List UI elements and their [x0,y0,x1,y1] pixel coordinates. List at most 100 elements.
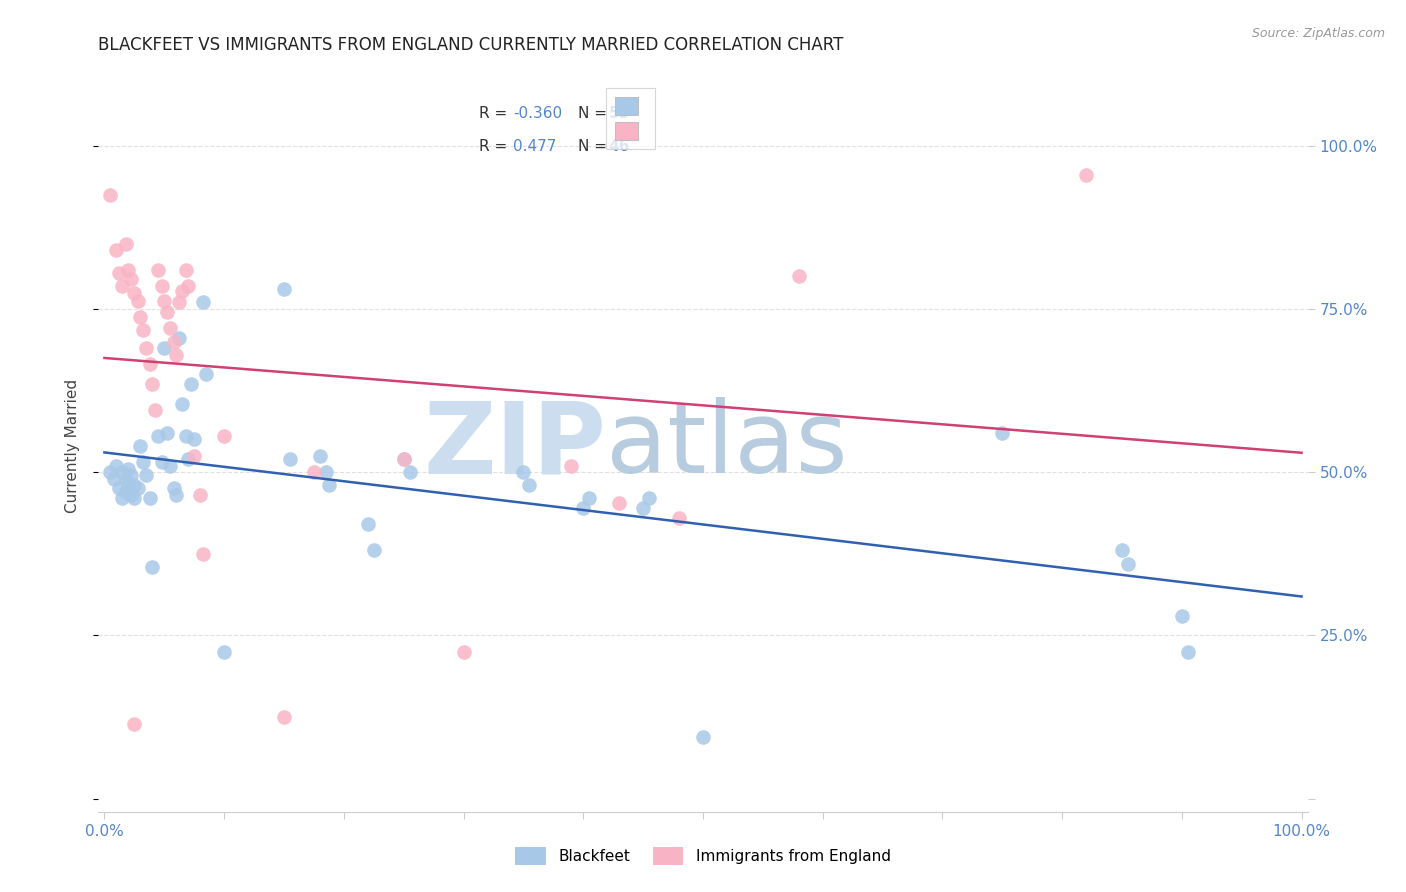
Point [143,403,166,417]
Point [163,334,186,349]
Point [302,465,325,479]
Point [107,482,129,496]
Point [127,482,149,496]
Point [212,429,235,443]
Point [150,279,173,293]
Point [1171,608,1194,623]
Point [172,396,194,410]
Point [100,465,122,479]
Point [117,478,139,492]
Point [174,262,197,277]
Point [159,321,181,335]
Point [177,452,200,467]
Point [120,272,142,286]
Text: 53: 53 [609,105,630,120]
Text: BLACKFEET VS IMMIGRANTS FROM ENGLAND CURRENTLY MARRIED CORRELATION CHART: BLACKFEET VS IMMIGRANTS FROM ENGLAND CUR… [98,36,844,54]
Point [692,730,714,744]
Point [124,285,146,300]
Point [135,341,157,355]
Point [117,262,139,277]
Point [165,347,187,362]
Point [100,187,122,202]
Text: R =: R = [479,105,512,120]
Point [141,559,163,574]
Point [991,425,1014,440]
Point [124,716,146,731]
Point [153,293,176,308]
Point [117,462,139,476]
Point [148,262,170,277]
Point [191,547,214,561]
Point [129,439,152,453]
Point [278,452,301,467]
Point [148,429,170,443]
Point [668,511,690,525]
Point [156,305,179,319]
Point [560,458,582,473]
Point [453,645,475,659]
Point [398,465,420,479]
Point [153,341,176,355]
Point [127,293,149,308]
Point [105,243,128,257]
Point [519,478,541,492]
Point [139,491,162,506]
Point [135,468,157,483]
Point [315,465,337,479]
Text: -0.360: -0.360 [513,105,562,120]
Point [115,236,138,251]
Point [107,266,129,280]
Point [159,458,181,473]
Point [1177,645,1199,659]
Point [120,468,142,483]
Point [124,478,146,492]
Point [638,491,661,506]
Point [167,295,190,310]
Point [129,310,152,324]
Point [1111,543,1133,558]
Point [318,478,340,492]
Point [273,282,295,296]
Y-axis label: Currently Married: Currently Married [65,379,80,513]
Point [177,279,200,293]
Legend: Blackfeet, Immigrants from England: Blackfeet, Immigrants from England [509,841,897,871]
Text: Source: ZipAtlas.com: Source: ZipAtlas.com [1251,27,1385,40]
Point [156,425,179,440]
Point [165,488,187,502]
Point [141,376,163,391]
Point [183,449,205,463]
Point [111,491,134,506]
Point [191,295,214,310]
Point [124,491,146,506]
Point [139,357,162,371]
Point [103,472,125,486]
Point [174,429,197,443]
Text: 0.477: 0.477 [513,138,557,153]
Point [572,501,595,516]
Text: ZIP: ZIP [423,398,606,494]
Point [150,455,173,469]
Point [111,465,134,479]
Point [512,465,534,479]
Point [172,284,194,298]
Text: N =: N = [578,105,613,120]
Text: N =: N = [578,138,613,153]
Point [578,491,600,506]
Point [163,482,186,496]
Text: R =: R = [479,138,517,153]
Point [392,452,415,467]
Point [105,458,128,473]
Point [167,331,190,345]
Point [195,367,218,381]
Legend: , : , [606,88,655,149]
Point [115,472,138,486]
Point [607,496,630,510]
Point [392,452,415,467]
Point [787,269,810,284]
Point [183,433,205,447]
Text: atlas: atlas [606,398,848,494]
Point [1074,168,1097,182]
Point [309,449,332,463]
Point [132,455,155,469]
Point [1116,557,1139,571]
